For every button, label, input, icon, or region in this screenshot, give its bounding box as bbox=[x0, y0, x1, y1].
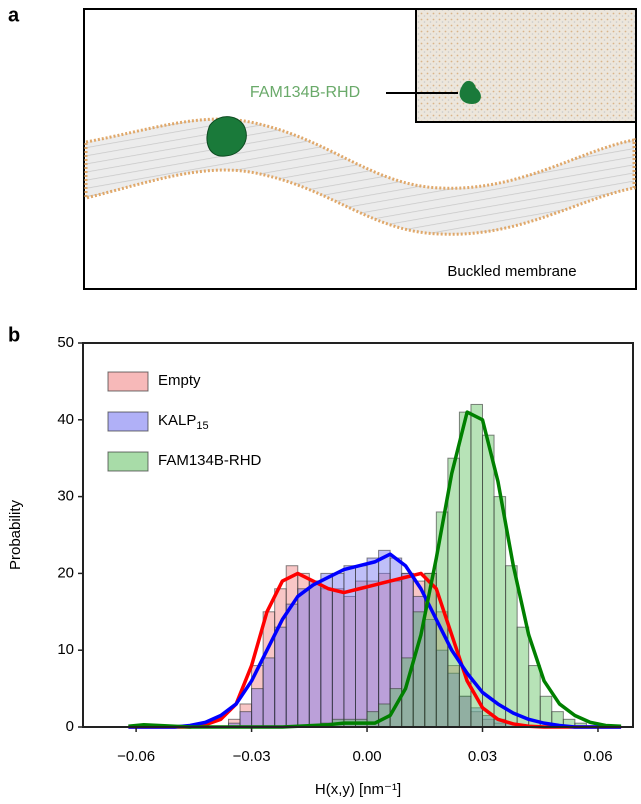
legend-swatch bbox=[107, 451, 149, 472]
y-tick-label: 30 bbox=[57, 488, 74, 505]
kde-line bbox=[128, 552, 622, 729]
histogram-bar bbox=[378, 549, 391, 728]
legend-label: KALP15 bbox=[158, 412, 209, 432]
x-tick-label: 0.06 bbox=[583, 748, 612, 765]
y-tick-label: 10 bbox=[57, 641, 74, 658]
histogram-bar bbox=[262, 657, 276, 728]
legend-name: FAM134B-RHD bbox=[158, 452, 262, 469]
legend-name: KALP bbox=[158, 412, 196, 429]
panel-label: b bbox=[8, 324, 20, 346]
histogram-bar bbox=[308, 580, 322, 728]
legend-swatch bbox=[107, 371, 149, 392]
histogram-bar bbox=[528, 665, 541, 728]
histogram-bar bbox=[493, 496, 507, 728]
x-tick-label: 0.00 bbox=[352, 748, 381, 765]
axes-frame bbox=[82, 342, 634, 728]
protein-label: FAM134B-RHD bbox=[250, 84, 360, 101]
histogram-bar bbox=[482, 434, 495, 728]
inset bbox=[415, 8, 637, 123]
legend-name: Empty bbox=[158, 372, 201, 389]
legend-subscript: 15 bbox=[196, 420, 208, 432]
legend-label: FAM134B-RHD bbox=[158, 452, 262, 469]
x-axis-label: H(x,y) [nm⁻¹] bbox=[315, 781, 401, 798]
histogram-bar bbox=[239, 711, 253, 728]
y-tick-label: 50 bbox=[57, 334, 74, 351]
y-tick-label: 40 bbox=[57, 411, 74, 428]
protein bbox=[206, 116, 247, 157]
histogram-bar bbox=[447, 457, 460, 728]
histogram-bar bbox=[285, 603, 299, 728]
y-tick-label: 0 bbox=[66, 718, 74, 735]
x-tick-label: 0.03 bbox=[468, 748, 497, 765]
histogram-bar bbox=[505, 565, 518, 728]
histogram-bar bbox=[516, 626, 530, 728]
x-tick-label: −0.06 bbox=[117, 748, 155, 765]
x-tick-label: −0.03 bbox=[233, 748, 271, 765]
caption: Buckled membrane bbox=[447, 263, 576, 280]
histogram-bar bbox=[274, 626, 287, 728]
histogram-bar bbox=[251, 688, 264, 728]
legend-swatch bbox=[107, 411, 149, 432]
y-tick-label: 20 bbox=[57, 564, 74, 581]
histogram-bar bbox=[297, 588, 310, 728]
legend-label: Empty bbox=[158, 372, 201, 389]
panel-label: a bbox=[8, 4, 20, 26]
histogram-bar bbox=[331, 572, 345, 728]
y-axis-label: Probability bbox=[7, 499, 24, 570]
histogram-bar bbox=[320, 572, 333, 728]
inset-protein bbox=[459, 80, 481, 104]
